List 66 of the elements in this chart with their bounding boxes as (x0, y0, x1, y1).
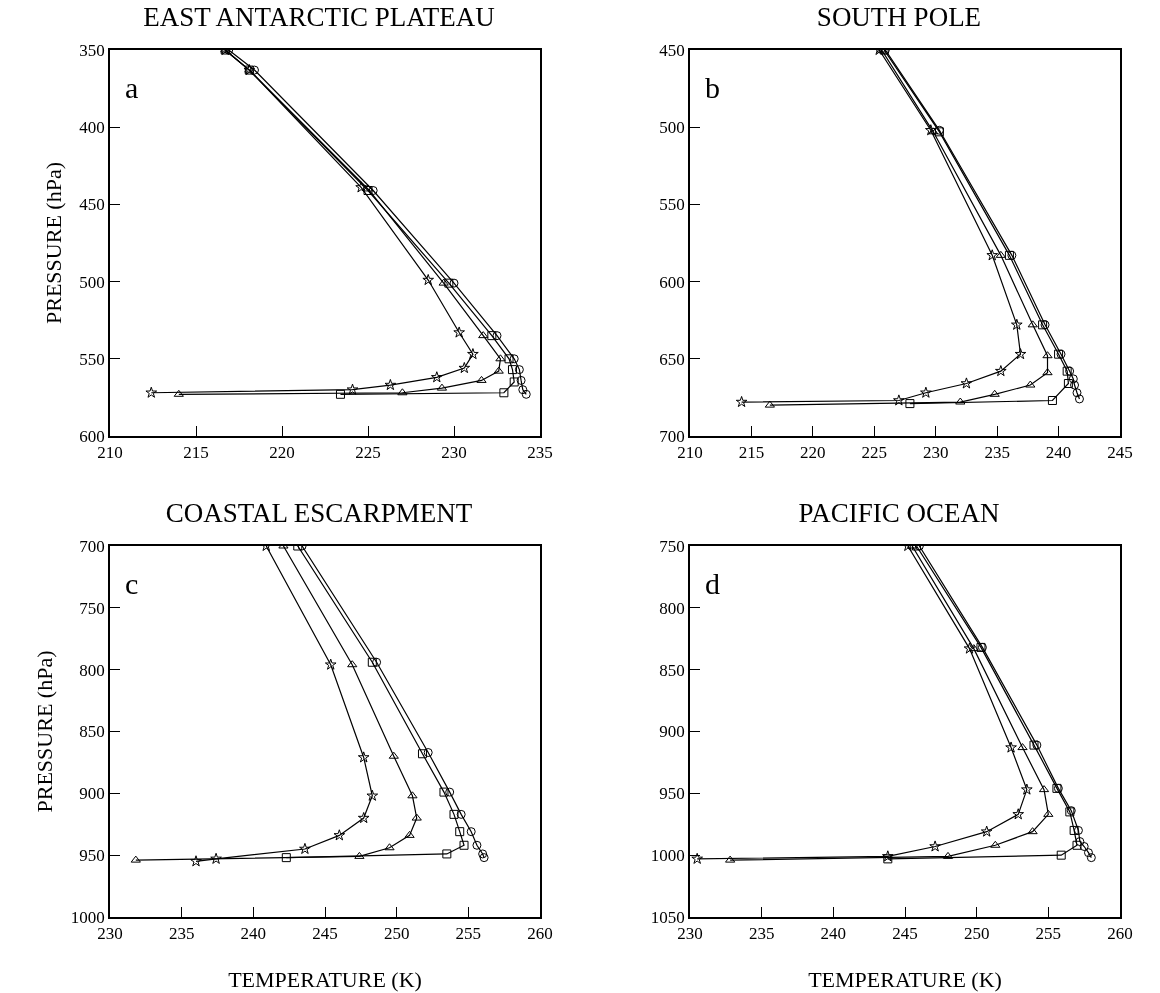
x-tick-label: 250 (963, 924, 990, 944)
y-tick-label: 600 (659, 272, 685, 292)
y-tick-label: 550 (659, 195, 685, 215)
x-tick-label: 260 (1107, 924, 1133, 944)
x-tick-label: 245 (892, 924, 918, 944)
y-tick-label: 350 (79, 40, 105, 60)
y-tick-label: 450 (659, 40, 685, 60)
y-tick-label: 800 (659, 598, 685, 618)
y-tick-label: 450 (79, 195, 105, 215)
y-tick-label: 1000 (650, 846, 685, 866)
y-tick-label: 700 (79, 536, 105, 556)
y-tick-label: 850 (659, 660, 685, 680)
y-tick-label: 600 (79, 426, 105, 446)
y-tick-label: 500 (79, 272, 105, 292)
y-tick-label: 1000 (70, 907, 105, 927)
x-tick-label: 230 (677, 924, 703, 944)
y-tick-label: 550 (79, 349, 105, 369)
chart-title: EAST ANTARCTIC PLATEAU (143, 2, 495, 33)
chart-title: SOUTH POLE (816, 2, 982, 33)
y-tick-label: 750 (659, 536, 685, 556)
x-tick-label: 210 (97, 443, 123, 463)
x-tick-label: 215 (738, 443, 765, 463)
chart-title: COASTAL ESCARPMENT (165, 498, 473, 529)
y-tick-label: 950 (79, 846, 105, 866)
x-tick-label: 225 (355, 443, 381, 463)
annotation: d (705, 567, 720, 600)
x-tick-label: 235 (748, 924, 775, 944)
x-tick-label: 230 (97, 924, 123, 944)
x-tick-label: 245 (312, 924, 338, 944)
x-tick-label: 230 (441, 443, 467, 463)
y-tick-label: 750 (79, 598, 105, 618)
x-tick-label: 225 (861, 443, 888, 463)
y-axis-title: PRESSURE (hPa) (32, 650, 58, 813)
x-tick-label: 235 (984, 443, 1010, 463)
x-tick-label: 255 (455, 924, 482, 944)
x-tick-label: 220 (269, 443, 295, 463)
chart-title: PACIFIC OCEAN (798, 498, 1000, 529)
y-tick-label: 900 (79, 784, 105, 804)
y-tick-label: 950 (659, 784, 685, 804)
x-tick-label: 240 (240, 924, 267, 944)
x-tick-label: 220 (800, 443, 826, 463)
x-tick-label: 240 (820, 924, 847, 944)
y-tick-label: 400 (79, 118, 105, 138)
x-tick-label: 215 (183, 443, 209, 463)
x-axis-title: TEMPERATURE (K) (808, 967, 1002, 992)
y-tick-label: 500 (659, 118, 685, 138)
y-tick-label: 700 (659, 426, 685, 446)
x-tick-label: 260 (527, 924, 553, 944)
x-axis-title: TEMPERATURE (K) (228, 967, 422, 992)
annotation: c (125, 567, 139, 600)
y-tick-label: 650 (659, 349, 685, 369)
x-tick-label: 235 (527, 443, 553, 463)
x-tick-label: 240 (1045, 443, 1072, 463)
y-axis-title: PRESSURE (hPa) (40, 162, 66, 324)
annotation: b (705, 71, 720, 104)
y-tick-label: 900 (659, 722, 685, 742)
x-tick-label: 245 (1107, 443, 1133, 463)
y-tick-label: 1050 (650, 907, 685, 927)
y-tick-label: 850 (79, 722, 105, 742)
y-tick-label: 800 (79, 660, 105, 680)
x-tick-label: 210 (677, 443, 703, 463)
x-tick-label: 235 (168, 924, 195, 944)
x-tick-label: 230 (922, 443, 949, 463)
x-tick-label: 250 (383, 924, 410, 944)
annotation: a (125, 71, 139, 104)
x-tick-label: 255 (1035, 924, 1062, 944)
